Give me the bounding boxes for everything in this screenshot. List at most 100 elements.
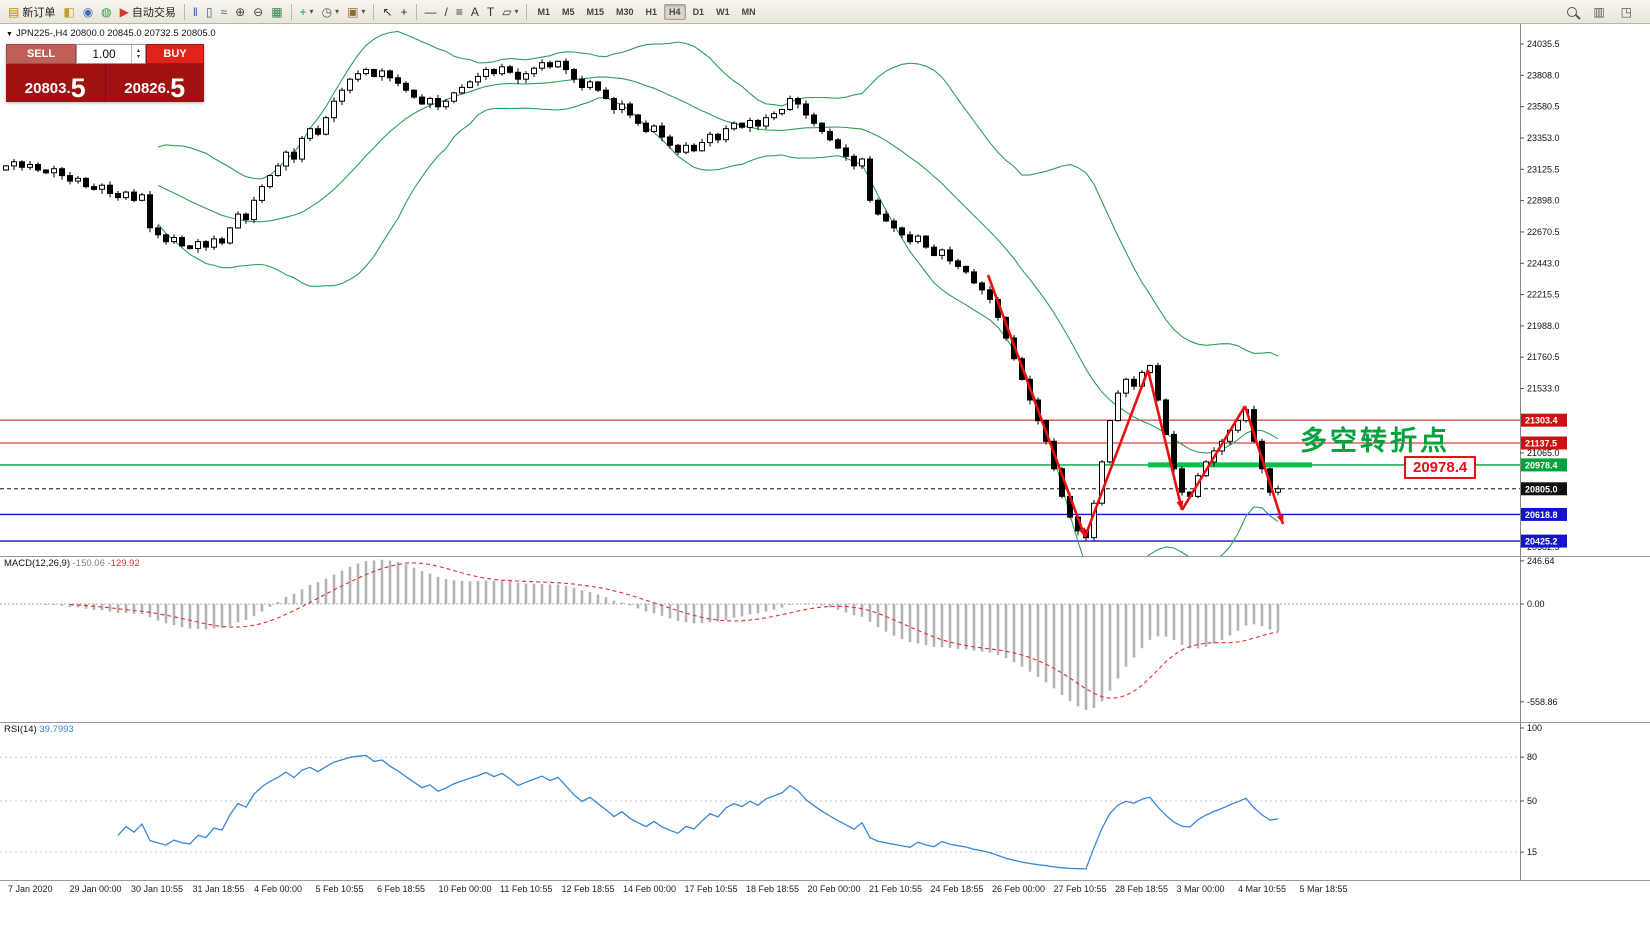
price-axis-label: 22443.0 bbox=[1527, 258, 1560, 268]
time-axis-label: 31 Jan 18:55 bbox=[193, 884, 245, 894]
timeframe-h1-button[interactable]: H1 bbox=[645, 6, 658, 17]
time-axis-label: 26 Feb 00:00 bbox=[992, 884, 1045, 894]
autotrading-button[interactable]: ▶ 自动交易 bbox=[116, 1, 180, 23]
timeframe-m1-button[interactable]: M1 bbox=[537, 6, 550, 17]
macd-histogram bbox=[12, 559, 1280, 710]
toolbar-separator bbox=[415, 3, 417, 20]
zoom-in-button[interactable]: ⊕ bbox=[231, 1, 249, 23]
fibonacci-button[interactable]: ≡ bbox=[452, 1, 467, 23]
time-axis-label: 24 Feb 18:55 bbox=[931, 884, 984, 894]
bar-chart-button[interactable]: ‖ bbox=[189, 1, 202, 23]
chart-canvas[interactable]: 24035.5 23808.0 23580.5 23353.0 23125.5 22898… bbox=[0, 24, 1650, 949]
crosshair-icon: + bbox=[400, 4, 408, 19]
price-panel[interactable] bbox=[0, 30, 1520, 583]
trend-arrow-segment[interactable] bbox=[1180, 405, 1247, 511]
rsi-name: RSI(14) bbox=[4, 724, 37, 735]
buy-price-big-digit: 5 bbox=[170, 73, 186, 104]
trendline-button[interactable]: / bbox=[441, 1, 452, 23]
rsi-panel[interactable] bbox=[0, 754, 1520, 870]
chevron-down-icon[interactable]: ▾ bbox=[361, 7, 366, 16]
periods-button[interactable]: ◷ ▾ bbox=[318, 1, 344, 23]
line-chart-icon: ≈ bbox=[220, 4, 228, 19]
price-badge-label: 20805.0 bbox=[1525, 484, 1558, 494]
window-button[interactable]: ▥ bbox=[1589, 1, 1608, 23]
lot-increase-icon[interactable]: ▴ bbox=[136, 48, 140, 54]
symbol-marker-icon: ▼ bbox=[6, 31, 13, 38]
tile-windows-button[interactable]: ▦ bbox=[267, 1, 286, 23]
time-axis-label: 29 Jan 00:00 bbox=[70, 884, 122, 894]
trend-arrow-segment[interactable] bbox=[1083, 369, 1150, 538]
candlesticks bbox=[3, 58, 1281, 542]
axes: 24035.5 23808.0 23580.5 23353.0 23125.5 22898… bbox=[0, 24, 1650, 894]
price-badge-label: 20618.8 bbox=[1525, 510, 1558, 520]
zoom-out-button[interactable]: ⊖ bbox=[249, 1, 267, 23]
chat-icon: ◳ bbox=[1620, 4, 1632, 19]
chat-button[interactable]: ◳ bbox=[1617, 1, 1636, 23]
templates-button[interactable]: ▣ ▾ bbox=[343, 1, 369, 23]
timeframe-m15-button[interactable]: M15 bbox=[586, 6, 605, 17]
trend-arrow-segment[interactable] bbox=[1146, 369, 1184, 511]
timeframe-m5-button[interactable]: M5 bbox=[561, 6, 575, 17]
crosshair-button[interactable]: + bbox=[396, 1, 411, 23]
timeframe-w1-button[interactable]: W1 bbox=[716, 6, 730, 17]
sell-button[interactable]: SELL bbox=[6, 44, 76, 64]
price-axis-label: 23580.5 bbox=[1527, 102, 1560, 112]
cursor-icon: ↖ bbox=[382, 4, 393, 19]
time-axis-label: 18 Feb 18:55 bbox=[746, 884, 799, 894]
timeframe-m30-button[interactable]: M30 bbox=[616, 6, 634, 17]
cursor-button[interactable]: ↖ bbox=[378, 1, 396, 23]
price-axis-label: 22898.0 bbox=[1527, 196, 1560, 206]
charts-button[interactable]: ◧ bbox=[59, 1, 78, 23]
time-axis-label: 28 Feb 18:55 bbox=[1115, 884, 1168, 894]
buy-price-main: 20826. bbox=[124, 80, 171, 97]
price-axis-label: 22670.5 bbox=[1527, 227, 1560, 237]
bollinger-upper-band bbox=[157, 30, 1279, 357]
symbol-ohlc-text: JPN225-,H4 20800.0 20845.0 20732.5 20805… bbox=[15, 28, 216, 39]
profiles-button[interactable]: ◉ bbox=[79, 1, 97, 23]
chevron-down-icon[interactable]: ▾ bbox=[335, 7, 340, 16]
macd-panel[interactable] bbox=[0, 559, 1520, 710]
buy-button[interactable]: BUY bbox=[146, 44, 204, 64]
sell-price[interactable]: 20803. 5 bbox=[6, 64, 106, 102]
one-click-trading-panel: SELL 1.00 ▴ ▾ BUY 20803. 5 20826. 5 bbox=[6, 44, 204, 102]
timeframe-mn-button[interactable]: MN bbox=[741, 6, 756, 17]
turning-point-annotation[interactable]: 多空转折点 bbox=[1300, 426, 1450, 456]
trendline-icon: / bbox=[444, 4, 448, 19]
hline-button[interactable]: — bbox=[421, 1, 441, 23]
indicators-button[interactable]: + ▾ bbox=[296, 1, 318, 23]
lot-size-field[interactable]: 1.00 ▴ ▾ bbox=[76, 44, 146, 64]
templates-icon: ▣ bbox=[347, 4, 359, 19]
time-axis-label: 12 Feb 18:55 bbox=[562, 884, 615, 894]
timeframe-d1-button[interactable]: D1 bbox=[692, 6, 705, 17]
line-chart-button[interactable]: ≈ bbox=[216, 1, 231, 23]
candlestick-chart-button[interactable]: ▯ bbox=[202, 1, 217, 23]
rsi-axis-label: 100 bbox=[1527, 723, 1542, 733]
rsi-axis-label: 15 bbox=[1527, 847, 1537, 857]
trend-arrow-segment[interactable] bbox=[1243, 405, 1285, 525]
chevron-down-icon[interactable]: ▾ bbox=[514, 7, 519, 16]
toolbar-separator bbox=[373, 3, 375, 20]
symbol-info: ▼ JPN225-,H4 20800.0 20845.0 20732.5 2080… bbox=[6, 28, 216, 39]
toolbar-separator bbox=[183, 3, 185, 20]
text-button[interactable]: A bbox=[467, 1, 483, 23]
shapes-button[interactable]: ▱ ▾ bbox=[498, 1, 522, 23]
fibonacci-icon: ≡ bbox=[455, 4, 463, 19]
search-button[interactable] bbox=[1563, 1, 1581, 23]
new-order-button[interactable]: ▤ 新订单 bbox=[4, 1, 59, 23]
lot-stepper[interactable]: ▴ ▾ bbox=[131, 45, 145, 63]
lot-decrease-icon[interactable]: ▾ bbox=[136, 54, 140, 60]
time-axis-label: 30 Jan 10:55 bbox=[131, 884, 183, 894]
trend-arrowhead bbox=[1078, 527, 1086, 537]
alerts-button[interactable]: ◍ bbox=[97, 1, 115, 23]
price-level-callout[interactable]: 20978.4 bbox=[1404, 456, 1477, 479]
chevron-down-icon[interactable]: ▾ bbox=[309, 7, 314, 16]
buy-price[interactable]: 20826. 5 bbox=[105, 64, 204, 104]
time-axis-label: 21 Feb 10:55 bbox=[869, 884, 922, 894]
rsi-line bbox=[117, 754, 1279, 870]
rsi-axis-label: 80 bbox=[1527, 752, 1537, 762]
timeframe-h4-button[interactable]: H4 bbox=[664, 3, 686, 20]
label-button[interactable]: T bbox=[483, 1, 498, 23]
trend-arrow-segment[interactable] bbox=[986, 274, 1087, 538]
lot-size-value[interactable]: 1.00 bbox=[92, 47, 116, 61]
